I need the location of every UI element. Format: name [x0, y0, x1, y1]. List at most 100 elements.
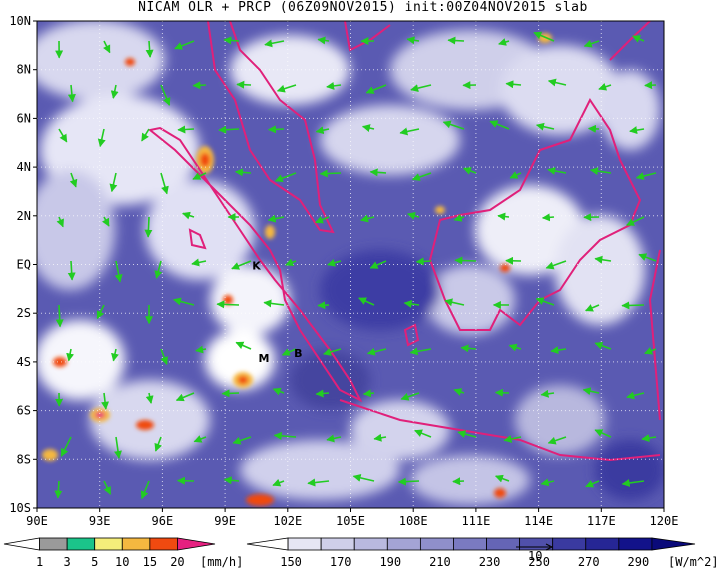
wind-arrow	[410, 84, 432, 93]
wind-arrow	[264, 39, 285, 48]
lat-tick-label: 10S	[9, 501, 31, 515]
wind-arrow	[160, 348, 168, 366]
lat-tick-label: 6S	[17, 404, 31, 418]
wind-arrow	[193, 435, 207, 443]
olr-color-swatch	[486, 537, 521, 551]
wind-arrow	[281, 348, 297, 356]
precip-tick-label: 15	[143, 555, 157, 569]
wind-arrow	[547, 166, 567, 175]
wind-arrow	[626, 216, 645, 226]
map-plot-area: K M B	[37, 21, 664, 508]
wind-arrow	[584, 304, 600, 312]
wind-arrow	[110, 84, 119, 99]
precip-color-swatch	[3, 537, 40, 551]
wind-arrow	[195, 345, 207, 354]
lon-tick-label: 102E	[273, 514, 302, 528]
precip-color-swatch	[94, 537, 123, 551]
wind-arrow	[638, 253, 657, 262]
map-title: NICAM OLR + PRCP (06Z09NOV2015) init:00Z…	[138, 0, 588, 15]
wind-arrow	[323, 348, 342, 356]
wind-arrow	[154, 260, 163, 279]
wind-arrow	[272, 387, 285, 396]
wind-arrow	[535, 122, 555, 131]
olr-color-swatch	[618, 537, 653, 551]
lon-tick-label: 90E	[26, 514, 48, 528]
wind-arrow	[533, 31, 555, 42]
wind-arrow	[397, 477, 420, 486]
lon-tick-label: 117E	[587, 514, 616, 528]
lon-tick-label: 120E	[650, 514, 679, 528]
olr-tick-label: 270	[578, 555, 600, 569]
wind-arrow	[154, 436, 162, 452]
olr-color-swatch	[320, 537, 355, 551]
wind-arrow	[109, 172, 118, 193]
wind-arrow	[494, 474, 510, 483]
coastlines	[147, 21, 661, 462]
wind-arrow	[319, 169, 342, 178]
wind-arrow	[69, 172, 78, 188]
wind-arrow	[236, 80, 252, 89]
wind-arrow	[274, 172, 297, 183]
wind-arrow	[589, 167, 612, 176]
wind-arrow	[454, 256, 477, 265]
wind-arrow	[192, 81, 207, 90]
wind-arrow	[644, 347, 657, 355]
wind-arrow	[594, 429, 612, 438]
wind-arrow	[641, 434, 657, 442]
vector-ref-label: 10	[528, 549, 542, 563]
olr-color-swatch	[453, 537, 487, 551]
wind-arrow	[160, 84, 171, 106]
wind-arrow	[545, 260, 567, 270]
lon-tick-label: 96E	[152, 514, 174, 528]
precip-color-swatch	[39, 537, 68, 551]
wind-arrow	[145, 40, 154, 58]
wind-arrow	[621, 479, 645, 487]
wind-arrow	[583, 39, 600, 48]
wind-arrow	[191, 258, 207, 267]
wind-arrow	[442, 120, 465, 130]
wind-arrow	[97, 128, 106, 148]
wind-arrow	[102, 40, 111, 54]
wind-arrow	[626, 391, 645, 400]
wind-arrow	[114, 260, 123, 283]
lat-tick-label: 4N	[17, 160, 31, 174]
wind-arrow	[453, 214, 465, 222]
wind-arrow	[234, 168, 252, 177]
lat-tick-label: 8N	[17, 63, 31, 77]
precip-tick-label: 1	[36, 555, 43, 569]
wind-arrow	[272, 478, 285, 487]
wind-vectors	[54, 31, 657, 500]
wind-arrow	[540, 389, 555, 398]
precip-tick-label: 5	[91, 555, 98, 569]
wind-arrow	[114, 436, 122, 459]
wind-arrow	[267, 125, 285, 134]
wind-arrow	[547, 78, 567, 87]
olr-tick-label: 210	[429, 555, 451, 569]
olr-tick-label: 190	[379, 555, 401, 569]
wind-arrow	[403, 300, 420, 308]
wind-arrow	[362, 389, 375, 398]
precip-tick-label: 10	[115, 555, 129, 569]
wind-arrow	[411, 172, 432, 181]
lon-tick-label: 93E	[89, 514, 111, 528]
lon-tick-label: 105E	[336, 514, 365, 528]
wind-arrow	[497, 212, 510, 221]
lat-tick-label: 8S	[17, 452, 31, 466]
wind-arrow	[66, 348, 75, 362]
wind-arrow	[54, 480, 63, 499]
olr-colorbar: 150 170 190 210 230 250 270 290	[246, 537, 696, 569]
wind-arrow	[96, 304, 105, 320]
wind-arrow	[273, 431, 297, 440]
wind-arrow	[326, 434, 342, 443]
wind-arrow	[547, 436, 567, 445]
wind-arrow	[452, 477, 465, 486]
wind-arrow	[315, 389, 330, 398]
wind-arrow	[505, 80, 522, 89]
station-labels: K M B	[252, 259, 302, 365]
wind-arrow	[360, 214, 375, 223]
wind-arrow	[231, 260, 252, 270]
wind-arrow	[175, 392, 195, 402]
wind-arrow	[285, 258, 297, 267]
wind-arrow	[315, 216, 330, 224]
lat-tick-label: EQ	[17, 258, 31, 272]
